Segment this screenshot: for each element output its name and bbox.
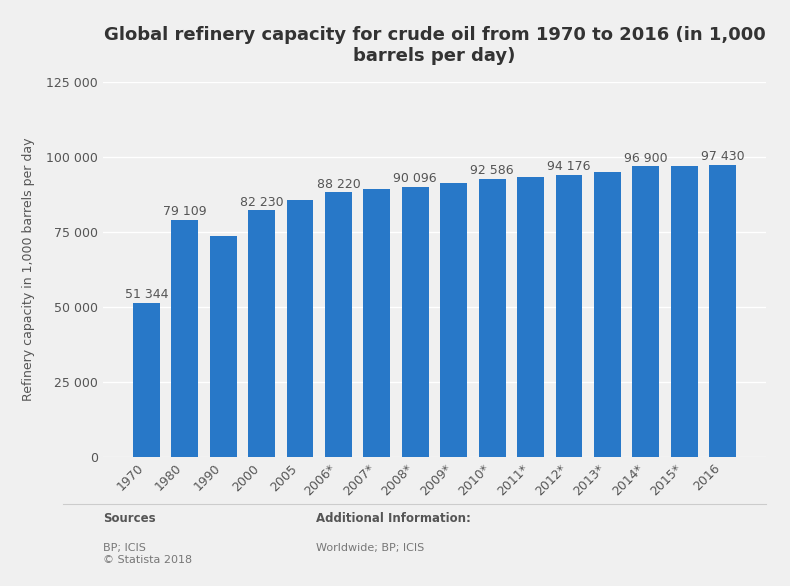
Y-axis label: Refinery capacity in 1,000 barrels per day: Refinery capacity in 1,000 barrels per d… [22, 138, 35, 401]
Bar [133, 303, 160, 457]
Text: Additional Information:: Additional Information: [316, 512, 471, 524]
Bar [248, 210, 275, 457]
Text: 97 430: 97 430 [701, 150, 744, 163]
Bar [594, 172, 621, 457]
Bar [402, 187, 429, 457]
Text: Worldwide; BP; ICIS: Worldwide; BP; ICIS [316, 543, 424, 553]
Bar [171, 220, 198, 457]
Bar [517, 178, 544, 457]
Text: BP; ICIS
© Statista 2018: BP; ICIS © Statista 2018 [103, 543, 192, 564]
Bar [479, 179, 506, 457]
Text: 92 586: 92 586 [470, 165, 514, 178]
Text: 51 344: 51 344 [125, 288, 168, 301]
Bar [440, 183, 467, 457]
Bar [632, 166, 660, 457]
Bar [209, 236, 237, 457]
Bar [287, 200, 314, 457]
Text: 79 109: 79 109 [163, 205, 206, 218]
Text: Sources: Sources [103, 512, 156, 524]
Title: Global refinery capacity for crude oil from 1970 to 2016 (in 1,000
barrels per d: Global refinery capacity for crude oil f… [103, 26, 766, 65]
Bar [363, 189, 390, 457]
Bar [709, 165, 736, 457]
Bar [555, 175, 582, 457]
Bar [325, 192, 352, 457]
Text: 88 220: 88 220 [317, 178, 360, 190]
Text: 82 230: 82 230 [240, 196, 284, 209]
Text: 96 900: 96 900 [624, 152, 668, 165]
Bar [671, 166, 698, 457]
Text: 90 096: 90 096 [393, 172, 437, 185]
Text: 94 176: 94 176 [547, 160, 591, 173]
